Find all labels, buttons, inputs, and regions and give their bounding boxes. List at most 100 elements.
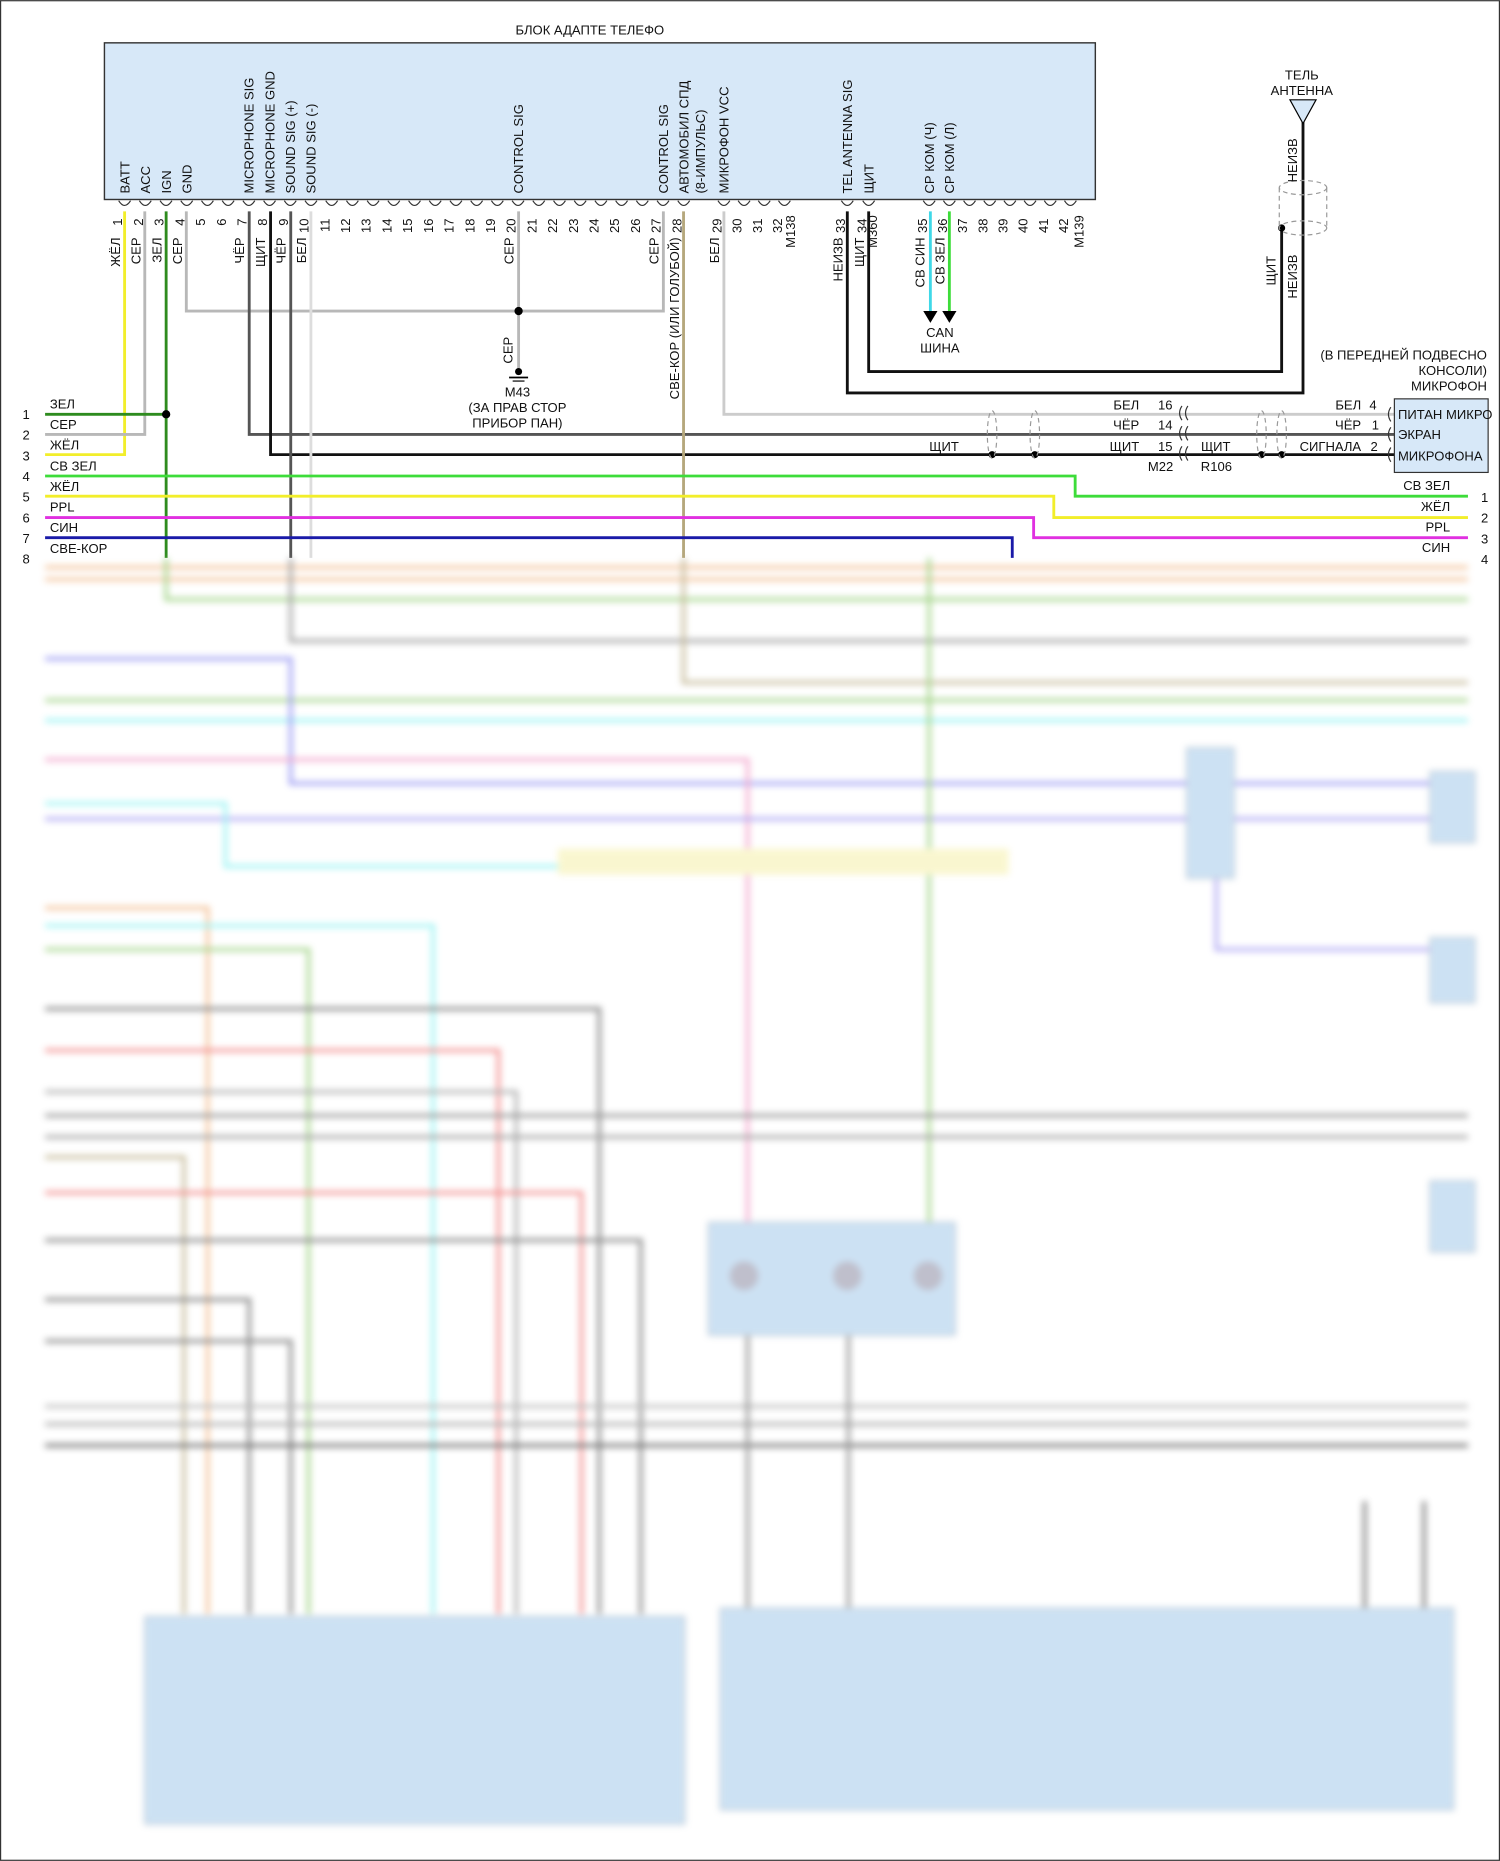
pin-number: 32 xyxy=(770,218,785,233)
right-connector-pin: 4 xyxy=(1481,552,1488,567)
pin-number: M139 xyxy=(1071,215,1086,248)
left-connector-pin: 7 xyxy=(22,531,29,546)
svg-text:СИГНАЛА: СИГНАЛА xyxy=(1300,439,1362,454)
pin-number: 1 xyxy=(110,218,125,225)
pin-signal-label: ACC xyxy=(138,166,153,194)
svg-text:БЕЛ: БЕЛ xyxy=(1335,398,1361,413)
pin-terminal xyxy=(553,200,566,207)
pin-number: 4 xyxy=(172,218,187,225)
microphone: (В ПЕРЕДНЕЙ ПОДВЕСНО КОНСОЛИ) МИКРОФОН П… xyxy=(929,348,1492,475)
svg-text:ЩИТ: ЩИТ xyxy=(1264,256,1279,286)
pin-number: 6 xyxy=(214,218,229,225)
pin-number: 35 xyxy=(915,218,930,233)
pin-number: M138 xyxy=(783,215,798,248)
pin-number: 33 xyxy=(833,218,848,233)
pin-terminal xyxy=(511,200,525,207)
lower-diagram-blurred xyxy=(45,557,1476,1825)
pin-number: 22 xyxy=(545,218,560,233)
phone-adapter-module[interactable] xyxy=(103,42,1097,201)
pin-terminal xyxy=(983,200,997,207)
pin-signal-label: МИКРОФОН VCC xyxy=(717,86,732,193)
pin-number: 36 xyxy=(935,218,950,233)
svg-text:НЕИЗВ: НЕИЗВ xyxy=(1285,138,1300,182)
pin-terminal xyxy=(942,200,956,207)
pin-terminal xyxy=(840,200,854,207)
pin-signal-label: GND xyxy=(179,165,194,194)
left-connector-wire: PPL xyxy=(50,500,75,515)
pin-number: 25 xyxy=(607,218,622,233)
wires xyxy=(45,118,1468,558)
pin-terminal xyxy=(242,200,256,207)
pin-number: M360 xyxy=(865,215,880,248)
right-connector-wire: PPL xyxy=(1425,520,1450,535)
wire-color-label: СЕР xyxy=(646,237,661,264)
left-connector-pin: 6 xyxy=(22,510,29,525)
pin-signal-label: SOUND SIG (+) xyxy=(283,100,298,193)
pin-number: 16 xyxy=(421,218,436,233)
pin-terminal xyxy=(1003,200,1017,207)
pin-number: 13 xyxy=(359,218,374,233)
wire-color-label: НЕИЗВ xyxy=(831,237,846,281)
pin-number: 21 xyxy=(524,218,539,233)
svg-text:МИКРОФОН: МИКРОФОН xyxy=(1411,379,1487,394)
svg-text:ЧЁР: ЧЁР xyxy=(1113,418,1139,433)
wire-color-label: СВ ЗЕЛ xyxy=(933,237,948,284)
svg-text:СЕР: СЕР xyxy=(501,336,516,363)
pin-number: 15 xyxy=(400,218,415,233)
pin-number: 12 xyxy=(338,218,353,233)
svg-text:M43: M43 xyxy=(505,384,530,399)
svg-text:M22: M22 xyxy=(1148,459,1173,474)
pin-terminal xyxy=(449,200,463,207)
left-connector-wire: СВ ЗЕЛ xyxy=(50,458,97,473)
svg-text:ЩИТ: ЩИТ xyxy=(929,439,959,454)
microphone-box[interactable] xyxy=(1393,398,1489,474)
wire-color-label: ЩИТ xyxy=(852,237,867,267)
pin-terminal xyxy=(221,200,235,207)
right-connector-pin: 3 xyxy=(1481,531,1488,546)
left-connector-wire: ЖЁЛ xyxy=(50,479,79,494)
pin-signal-label: IGN xyxy=(159,170,174,193)
left-connector-pin: 4 xyxy=(22,469,29,484)
can-bus-arrows: CAN ШИНА xyxy=(920,311,960,356)
pin-terminal xyxy=(180,200,194,207)
svg-text:2: 2 xyxy=(1371,439,1378,454)
pin-terminal xyxy=(963,200,976,207)
svg-text:ШИНА: ШИНА xyxy=(920,341,960,356)
svg-text:ТЕЛЬ: ТЕЛЬ xyxy=(1285,68,1319,83)
svg-text:МИКРОФОНА: МИКРОФОНА xyxy=(1398,449,1483,464)
left-connector-wire: СЕР xyxy=(50,417,77,432)
pin-number: 40 xyxy=(1016,218,1031,233)
pin-terminal xyxy=(1043,200,1057,207)
wire-color-label: ЧЁР xyxy=(274,237,289,263)
svg-text:CAN: CAN xyxy=(926,325,954,340)
pin-signal-label: MICROPHONE GND xyxy=(262,71,277,194)
pin-number: 10 xyxy=(297,218,312,233)
pin-terminal xyxy=(757,200,771,207)
pin-terminal xyxy=(304,200,318,207)
pin-terminal xyxy=(635,200,649,207)
svg-text:ЩИТ: ЩИТ xyxy=(1201,439,1231,454)
pin-number: 9 xyxy=(276,218,291,225)
pin-terminal xyxy=(138,200,152,207)
wire-color-label: СВ СИН xyxy=(912,237,927,287)
left-connector-pin: 5 xyxy=(22,490,29,505)
pin-terminal xyxy=(862,200,876,207)
wire-color-label: БЕЛ xyxy=(707,237,722,263)
left-connector-wire: СИН xyxy=(50,520,78,535)
wire-color-label: СЕР xyxy=(170,237,185,264)
pin-terminal xyxy=(345,200,359,207)
pin-terminal xyxy=(263,200,276,207)
pin-number: 5 xyxy=(193,218,208,225)
pin-signal-label: АВТОМОБИЛ СПД xyxy=(676,81,691,194)
pin-number: 8 xyxy=(255,218,270,225)
wire-color-label: ЗЕЛ xyxy=(149,237,164,262)
pin-number: 37 xyxy=(955,218,970,233)
pin-terminal xyxy=(118,200,132,207)
pin-number: 14 xyxy=(379,218,394,233)
pin-terminal xyxy=(387,200,401,207)
right-connector-wire: ЖЁЛ xyxy=(1421,499,1450,514)
pin-number: 34 xyxy=(854,218,869,233)
pin-terminal xyxy=(573,200,587,207)
svg-text:(В ПЕРЕДНЕЙ ПОДВЕСНО: (В ПЕРЕДНЕЙ ПОДВЕСНО xyxy=(1320,348,1487,363)
pin-number: 41 xyxy=(1036,218,1051,233)
